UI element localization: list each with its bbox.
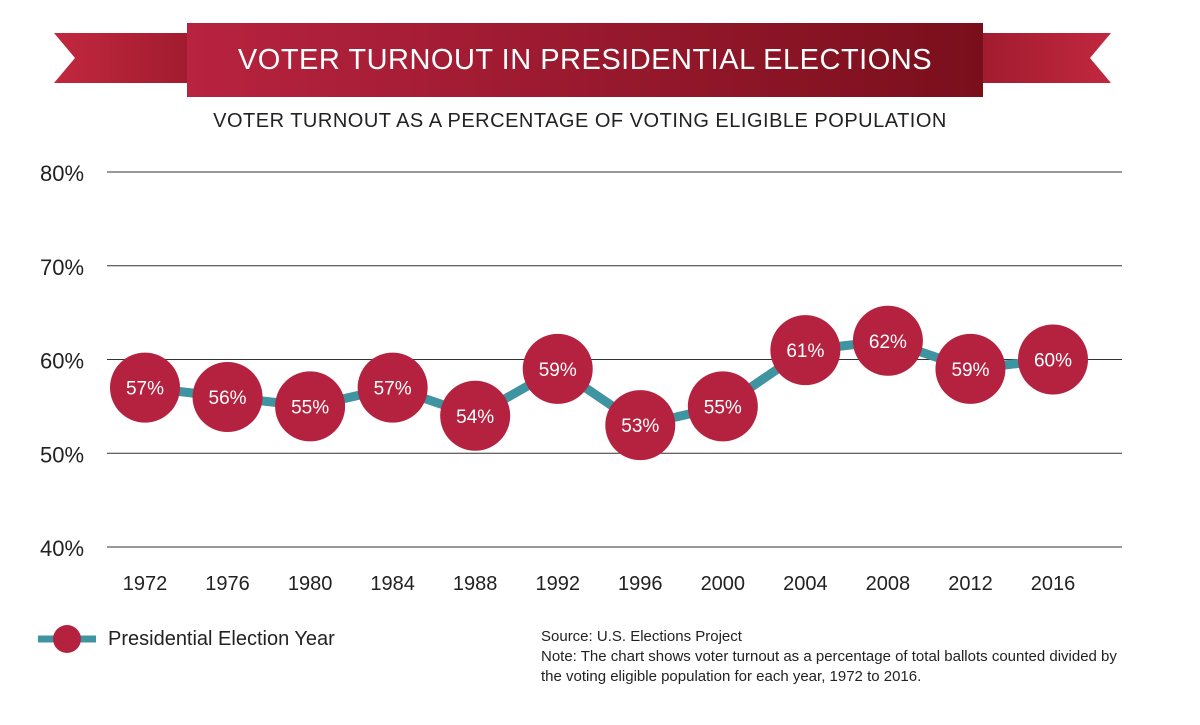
data-label: 57% — [374, 379, 412, 400]
x-tick-label: 2012 — [948, 573, 993, 595]
y-tick-label: 40% — [40, 536, 84, 561]
data-point — [687, 371, 758, 442]
x-tick-label: 1984 — [370, 573, 415, 595]
title-banner — [54, 23, 1111, 97]
note-text: Note: The chart shows voter turnout as a… — [541, 648, 1117, 685]
line-chart: 40% 50% 60% 70% 80% 1972 1976 1980 1984 1988 1992 1… — [40, 161, 1122, 595]
y-tick-label: 70% — [40, 255, 84, 280]
data-point — [935, 333, 1006, 404]
data-point — [275, 371, 346, 442]
data-point — [357, 352, 428, 423]
x-tick-label: 1992 — [535, 573, 580, 595]
data-label: 59% — [539, 360, 577, 381]
y-tick-label: 60% — [40, 349, 84, 374]
banner-main — [187, 23, 983, 97]
x-tick-label: 2016 — [1031, 573, 1076, 595]
data-point — [1018, 324, 1088, 395]
x-tick-label: 1976 — [205, 573, 250, 595]
chart-subtitle: VOTER TURNOUT AS A PERCENTAGE OF VOTING … — [213, 110, 947, 132]
data-label: 60% — [1034, 351, 1072, 372]
data-point — [192, 362, 263, 432]
source-text: Source: U.S. Elections Project — [541, 628, 742, 645]
data-label: 53% — [621, 416, 659, 437]
data-label: 59% — [951, 360, 989, 381]
data-label: 55% — [291, 397, 329, 418]
right-ribbon-tail — [980, 33, 1111, 83]
chart-title: VOTER TURNOUT IN PRESIDENTIAL ELECTIONS — [237, 44, 933, 76]
data-point — [110, 352, 180, 423]
legend: Presidential Election Year — [38, 622, 335, 656]
data-label: 61% — [786, 341, 824, 362]
data-label: 57% — [126, 379, 164, 400]
data-label: 56% — [209, 388, 247, 409]
data-label: 55% — [704, 397, 742, 418]
x-tick-label: 1972 — [123, 573, 168, 595]
x-tick-label: 1988 — [453, 573, 498, 595]
source-notes: Source: U.S. Elections Project Note: The… — [541, 627, 1141, 687]
data-point — [440, 380, 511, 451]
data-label: 54% — [456, 407, 494, 428]
left-ribbon-tail — [54, 33, 190, 83]
x-tick-label: 1996 — [618, 573, 663, 595]
x-tick-label: 2008 — [866, 573, 911, 595]
data-point — [605, 390, 676, 461]
data-label: 62% — [869, 332, 907, 353]
data-point — [852, 305, 923, 376]
legend-marker-icon — [38, 625, 96, 653]
data-point — [770, 315, 841, 386]
x-tick-label: 1980 — [288, 573, 333, 595]
x-tick-label: 2000 — [701, 573, 746, 595]
y-tick-label: 50% — [40, 442, 84, 467]
legend-label: Presidential Election Year — [108, 627, 335, 650]
y-tick-label: 80% — [40, 161, 84, 186]
x-tick-label: 2004 — [783, 573, 828, 595]
data-point — [522, 333, 593, 404]
